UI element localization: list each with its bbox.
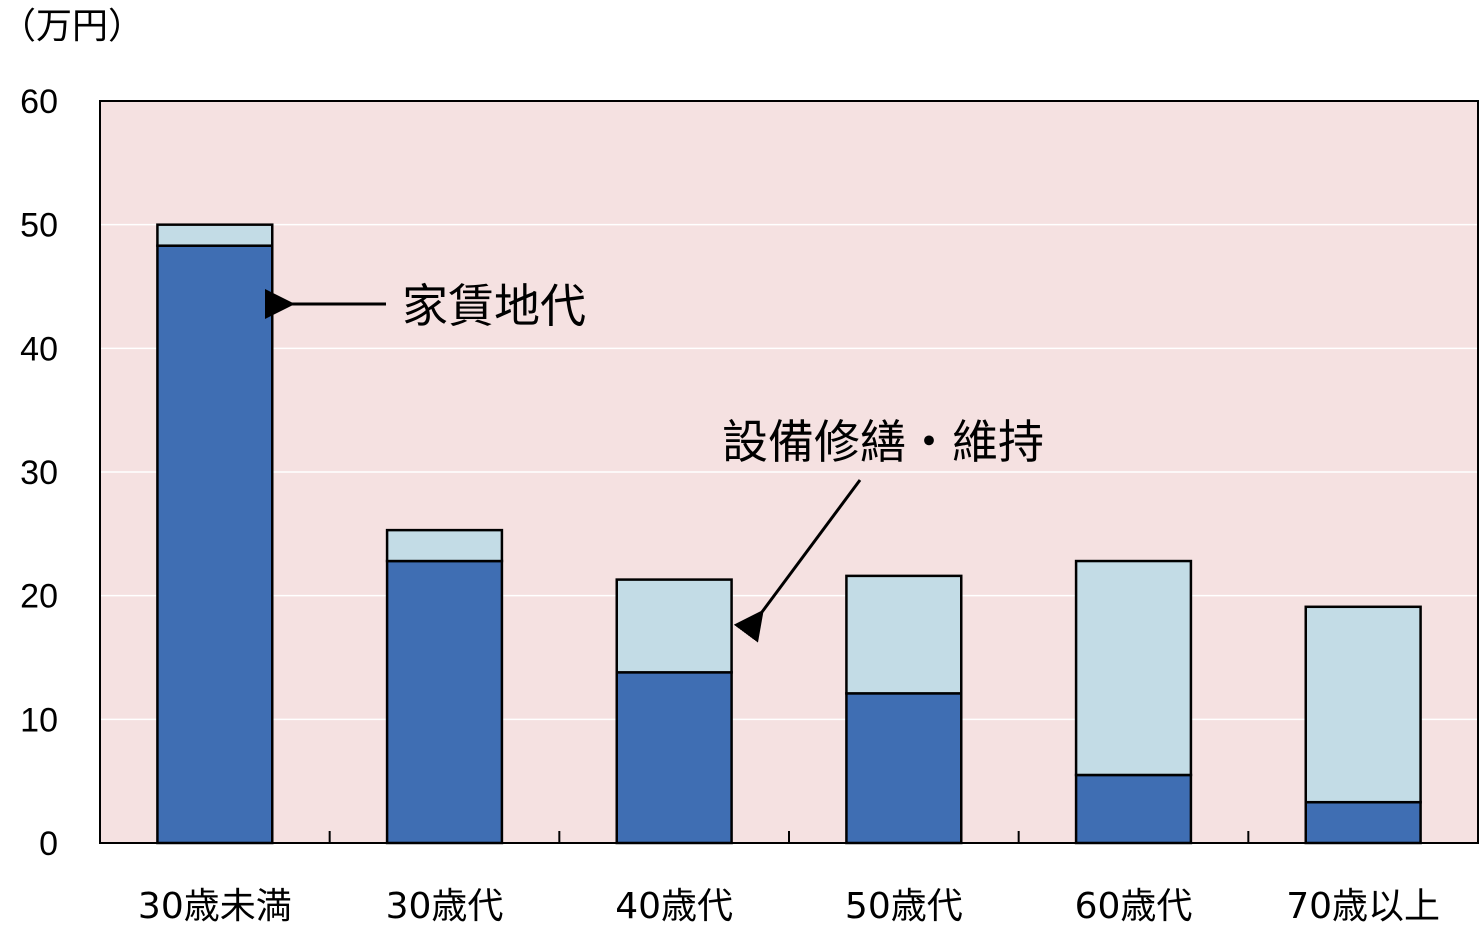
bar-segment-rent bbox=[1304, 800, 1422, 845]
bar-segment-maintenance bbox=[385, 528, 504, 563]
y-tick-label: 60 bbox=[20, 83, 58, 121]
y-tick-label: 40 bbox=[20, 330, 58, 368]
bar-segment-maintenance bbox=[845, 574, 963, 695]
y-tick-label: 20 bbox=[20, 578, 58, 616]
bar-segment-rent bbox=[1074, 773, 1193, 845]
bars bbox=[156, 223, 1422, 845]
y-tick-label: 10 bbox=[20, 701, 58, 739]
x-tick-label: 60歳代 bbox=[1075, 886, 1193, 927]
x-tick-label: 30歳代 bbox=[386, 886, 504, 927]
bar-segment-maintenance bbox=[615, 578, 733, 674]
y-tick-label: 50 bbox=[20, 207, 58, 245]
annotation-maintenance: 設備修繕・維持 bbox=[722, 415, 1044, 643]
gridlines bbox=[100, 223, 1478, 721]
x-tick-label: 40歳代 bbox=[615, 886, 733, 927]
bar-segment-rent bbox=[845, 692, 963, 845]
annotation-rent: 家賃地代 bbox=[265, 279, 586, 333]
bar-segment-maintenance bbox=[156, 223, 274, 247]
annotation-maintenance-label: 設備修繕・維持 bbox=[722, 415, 1044, 469]
y-tick-label: 30 bbox=[20, 454, 58, 492]
y-tick-label: 0 bbox=[39, 825, 58, 863]
axes: 0 10 20 30 40 50 60 30歳未満 30歳代 40歳代 50歳代 60歳代 70歳以上 bbox=[20, 83, 1440, 927]
x-tick-label: 70歳以上 bbox=[1286, 886, 1440, 927]
bar-segment-rent bbox=[156, 244, 274, 845]
annotation-rent-label: 家賃地代 bbox=[402, 279, 586, 333]
bar-segment-maintenance bbox=[1304, 605, 1422, 804]
bar-segment-rent bbox=[385, 559, 504, 845]
x-tick-label: 30歳未満 bbox=[138, 886, 292, 927]
unit-label: （万円） bbox=[0, 6, 144, 47]
bar-segment-maintenance bbox=[1074, 559, 1193, 777]
bar-segment-rent bbox=[615, 671, 733, 845]
x-tick-label: 50歳代 bbox=[845, 886, 963, 927]
annotation-maintenance-arrow bbox=[733, 479, 862, 643]
